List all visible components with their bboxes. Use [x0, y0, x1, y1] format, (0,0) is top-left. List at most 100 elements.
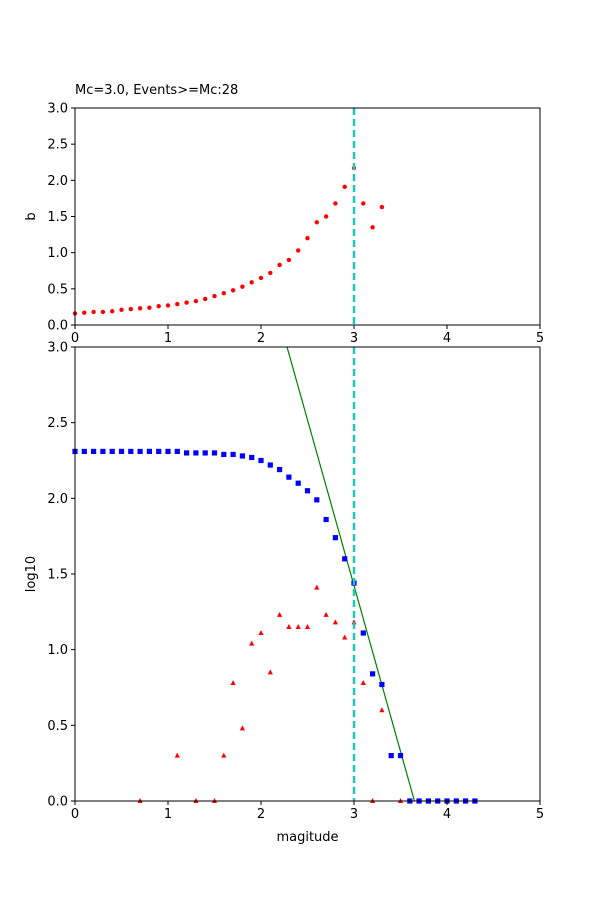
- data-point: [295, 480, 301, 486]
- data-point: [249, 280, 254, 285]
- b-panel-ticks: 0 1 2 3 4 5 0.0 0.5 1.0 1.5 2.0 2.5 3.0: [47, 102, 544, 347]
- y-tick-label: 0.5: [47, 282, 68, 297]
- data-point: [128, 448, 134, 455]
- x-tick-label: 4: [443, 331, 451, 346]
- y-tick-label: 0.5: [47, 719, 68, 734]
- y-tick-label: 0.0: [47, 319, 68, 334]
- data-point: [184, 300, 189, 305]
- x-tick-label: 4: [443, 807, 451, 822]
- b-value-panel: Mc=3.0, Events>=Mc:28 0 1 2 3 4 5 0.0 0.5 1.0 1.5…: [24, 83, 544, 346]
- data-point: [304, 623, 311, 629]
- y-tick-label: 2.0: [47, 492, 68, 507]
- x-tick-label: 3: [350, 807, 358, 822]
- data-point: [296, 248, 301, 253]
- data-point: [91, 448, 97, 455]
- data-point: [165, 448, 171, 455]
- data-point: [221, 290, 226, 296]
- data-point: [379, 707, 385, 713]
- data-point: [258, 457, 264, 464]
- x-tick-label: 5: [536, 807, 544, 822]
- data-point: [314, 220, 319, 225]
- y-tick-label: 2.5: [47, 138, 68, 153]
- data-point: [258, 630, 264, 636]
- data-point: [193, 298, 199, 304]
- data-point: [174, 752, 180, 758]
- x-tick-label: 2: [257, 331, 265, 346]
- data-point: [323, 516, 329, 523]
- data-point: [360, 679, 366, 685]
- b-panel-marks: [72, 108, 385, 325]
- data-point: [165, 303, 171, 308]
- b-panel-title: Mc=3.0, Events>=Mc:28: [75, 83, 238, 98]
- data-point: [258, 275, 264, 281]
- data-point: [202, 450, 208, 456]
- data-point: [304, 488, 311, 494]
- log-panel-ticks: 0 1 2 3 4 5 0.0 0.5 1.0 1.5 2.0 2.5 3.0: [47, 341, 544, 823]
- data-point: [211, 450, 218, 456]
- y-tick-label: 2.5: [47, 416, 68, 431]
- data-point: [361, 201, 366, 206]
- y-tick-label: 3.0: [47, 341, 68, 356]
- data-point: [267, 669, 273, 675]
- data-point: [174, 448, 180, 455]
- data-point: [286, 623, 292, 629]
- data-point: [249, 454, 255, 461]
- x-tick-label: 1: [164, 807, 172, 822]
- data-point: [175, 301, 180, 307]
- data-point: [184, 450, 190, 456]
- x-tick-label: 2: [257, 807, 265, 822]
- data-point: [342, 184, 347, 190]
- data-point: [268, 270, 273, 276]
- data-point: [110, 309, 115, 314]
- y-tick-label: 3.0: [47, 102, 68, 117]
- data-point: [221, 451, 227, 458]
- data-point: [332, 535, 338, 541]
- series-0: [72, 165, 385, 316]
- data-point: [100, 448, 106, 455]
- data-point: [128, 306, 133, 312]
- data-point: [239, 453, 245, 459]
- data-point: [323, 611, 329, 617]
- data-point: [240, 284, 245, 289]
- data-point: [82, 310, 87, 315]
- data-point: [286, 474, 292, 480]
- data-point: [370, 671, 376, 677]
- data-point: [286, 257, 292, 263]
- data-point: [118, 448, 125, 455]
- data-point: [239, 725, 245, 731]
- data-point: [267, 462, 273, 468]
- data-point: [342, 556, 348, 562]
- x-tick-label: 0: [71, 331, 79, 346]
- data-point: [100, 309, 106, 315]
- data-point: [146, 448, 152, 455]
- data-point: [81, 448, 87, 455]
- data-point: [109, 448, 115, 455]
- y-tick-label: 1.5: [47, 568, 68, 583]
- data-point: [305, 236, 310, 241]
- y-tick-label: 2.0: [47, 174, 68, 189]
- data-point: [91, 309, 96, 315]
- log-panel-xlabel: magitude: [276, 830, 338, 845]
- x-tick-label: 5: [536, 331, 544, 346]
- data-point: [119, 307, 124, 313]
- data-point: [295, 623, 301, 629]
- data-point: [137, 448, 143, 455]
- data-point: [221, 752, 227, 758]
- data-point: [370, 225, 375, 230]
- data-point: [333, 201, 338, 206]
- data-point: [277, 611, 283, 617]
- data-point: [314, 497, 320, 503]
- data-point: [212, 293, 217, 299]
- data-point: [314, 584, 320, 590]
- log-panel-ylabel: log10: [24, 556, 39, 592]
- x-tick-label: 3: [350, 331, 358, 346]
- log-frequency-panel: 0 1 2 3 4 5 0.0 0.5 1.0 1.5 2.0 2.5 3.0 magitude log…: [24, 341, 544, 846]
- data-point: [332, 619, 338, 625]
- y-tick-label: 0.0: [47, 795, 68, 810]
- data-point: [277, 262, 282, 268]
- data-point: [379, 204, 385, 210]
- data-point: [230, 679, 236, 685]
- x-tick-label: 1: [164, 331, 172, 346]
- data-point: [379, 681, 385, 688]
